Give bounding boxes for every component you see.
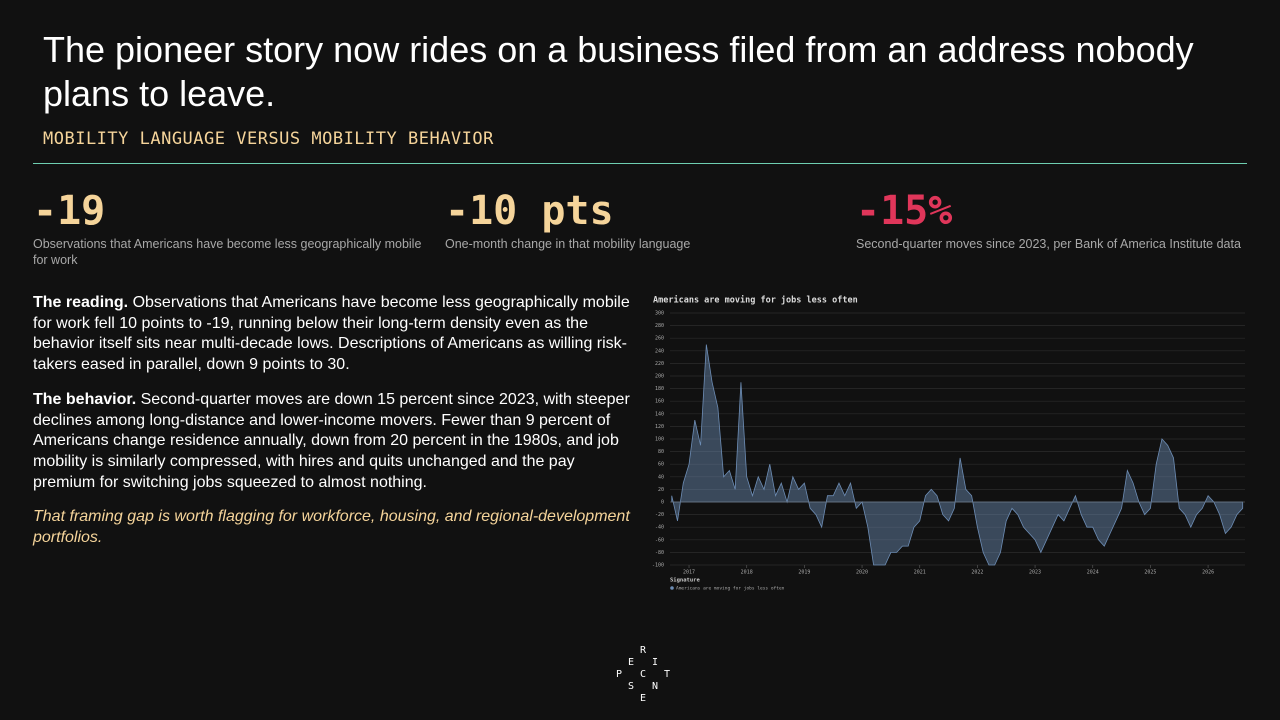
y-tick-label: 180 [655, 386, 664, 392]
logo-letter: E [628, 657, 635, 668]
y-tick-label: -20 [655, 512, 664, 518]
y-tick-label: 60 [658, 462, 664, 468]
x-tick-label: 2020 [856, 570, 868, 576]
kpi-caption: One-month change in that mobility langua… [445, 237, 691, 251]
y-tick-label: 160 [655, 399, 664, 405]
kpi: -19 Observations that Americans have bec… [33, 188, 423, 268]
note: That framing gap is worth flagging for w… [33, 508, 630, 547]
logo-letter: N [652, 681, 659, 692]
x-tick-label: 2019 [798, 570, 810, 576]
y-tick-label: 120 [655, 424, 664, 430]
lead: The behavior. [33, 390, 137, 408]
y-tick-label: -40 [655, 525, 664, 531]
lead: The reading. [33, 294, 129, 311]
legend-title: Signature [670, 578, 700, 584]
logo-letter: T [664, 669, 671, 680]
y-tick-label: 100 [655, 437, 664, 443]
y-tick-label: -60 [655, 537, 664, 543]
x-tick-label: 2018 [741, 570, 753, 576]
y-tick-label: 40 [658, 474, 664, 480]
logo-letter: C [640, 669, 647, 680]
y-tick-label: 280 [655, 323, 664, 329]
y-tick-label: 260 [655, 336, 664, 342]
paragraph: The reading. Observations that Americans… [33, 293, 633, 376]
x-tick-label: 2026 [1202, 570, 1214, 576]
legend-swatch [670, 586, 674, 590]
body-text: The reading. Observations that Americans… [33, 293, 633, 563]
kpi-caption: Second-quarter moves since 2023, per Ban… [856, 237, 1241, 251]
kpi-value: -10 pts [445, 188, 614, 234]
text: Observations that Americans have become … [33, 294, 630, 374]
area [671, 344, 1244, 566]
chart-title: Americans are moving for jobs less often [653, 295, 858, 306]
y-tick-label: -80 [655, 550, 664, 556]
logo-letter: S [628, 681, 635, 692]
x-tick-label: 2025 [1144, 570, 1156, 576]
logo-letter: E [640, 693, 647, 704]
x-tick-label: 2017 [683, 570, 695, 576]
y-tick-label: 220 [655, 361, 664, 367]
y-tick-label: -100 [652, 563, 664, 569]
y-tick-label: 240 [655, 348, 664, 354]
legend-label: Americans are moving for jobs less often [676, 586, 785, 592]
logo-letter: R [640, 645, 647, 656]
text: Second-quarter moves are down 15 percent… [33, 390, 630, 491]
kpi-caption: Observations that Americans have become … [33, 237, 422, 267]
kpi: -15% Second-quarter moves since 2023, pe… [856, 188, 1246, 252]
x-tick-label: 2022 [971, 570, 983, 576]
kpi-value: -19 [33, 188, 106, 234]
chart: Americans are moving for jobs less often… [652, 295, 1245, 592]
x-tick-label: 2021 [914, 570, 926, 576]
slide-title: The pioneer story now rides on a busines… [43, 29, 1194, 114]
x-tick-label: 2023 [1029, 570, 1041, 576]
paragraph: The behavior. Second-quarter moves are d… [33, 390, 633, 494]
divider [33, 163, 1247, 164]
y-tick-label: 300 [655, 311, 664, 317]
logo-letter: P [616, 669, 623, 680]
y-tick-label: 80 [658, 449, 664, 455]
y-tick-label: 200 [655, 374, 664, 380]
slide-subtitle: MOBILITY LANGUAGE VERSUS MOBILITY BEHAVI… [43, 129, 494, 149]
logo-letter: I [652, 657, 659, 668]
y-tick-label: 140 [655, 411, 664, 417]
x-tick-label: 2024 [1087, 570, 1099, 576]
kpi: -10 pts One-month change in that mobilit… [445, 188, 835, 252]
y-tick-label: 0 [661, 500, 664, 506]
y-tick-label: 20 [658, 487, 664, 493]
kpi-value: -15% [856, 188, 953, 234]
